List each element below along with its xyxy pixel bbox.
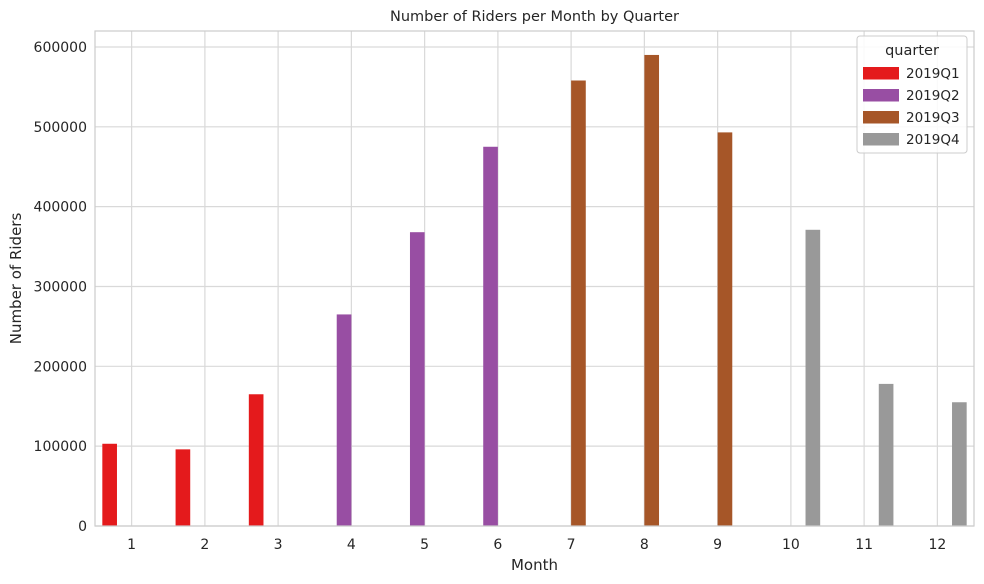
legend-swatch — [863, 111, 899, 124]
bars — [102, 54, 967, 527]
x-tick-label: 3 — [274, 537, 283, 553]
bar-2019Q4-month-12 — [952, 402, 967, 526]
y-tick-label: 600000 — [34, 40, 87, 56]
y-axis-ticks: 0 100000 200000 300000 400000 500000 600000 — [34, 40, 87, 535]
chart-title: Number of Riders per Month by Quarter — [390, 9, 679, 25]
x-tick-label: 7 — [567, 537, 576, 553]
legend-swatch — [863, 89, 899, 102]
y-tick-label: 500000 — [34, 120, 87, 136]
plot-frame — [94, 30, 975, 527]
legend-title: quarter — [885, 43, 939, 59]
x-tick-label: 5 — [420, 537, 429, 553]
x-tick-label: 8 — [640, 537, 649, 553]
legend-swatch — [863, 133, 899, 146]
bar-2019Q3-month-8 — [644, 54, 660, 527]
y-axis-label: Number of Riders — [7, 213, 25, 345]
legend: quarter 2019Q1 2019Q2 2019Q3 2019Q4 — [856, 35, 968, 154]
bar-2019Q2-month-5 — [409, 232, 425, 526]
plot-background — [95, 31, 974, 526]
x-tick-label: 10 — [782, 537, 800, 553]
bar-2019Q4-month-11 — [878, 383, 894, 526]
x-axis-ticks: 1 2 3 4 5 6 7 8 9 10 11 12 — [127, 537, 946, 553]
bar-2019Q4-month-10 — [805, 229, 821, 526]
x-tick-label: 12 — [928, 537, 946, 553]
x-tick-label: 2 — [200, 537, 209, 553]
legend-frame — [856, 35, 968, 154]
y-tick-label: 0 — [78, 519, 87, 535]
legend-label: 2019Q1 — [906, 66, 960, 82]
bar-2019Q3-month-9 — [717, 132, 733, 527]
x-axis-label: Month — [511, 556, 558, 574]
bar-2019Q1-month-1 — [102, 443, 117, 526]
legend-label: 2019Q3 — [906, 110, 960, 126]
x-tick-label: 11 — [855, 537, 873, 553]
x-tick-label: 9 — [713, 537, 722, 553]
y-tick-label: 300000 — [34, 279, 87, 295]
legend-label: 2019Q4 — [906, 132, 960, 148]
legend-swatch — [863, 67, 899, 80]
bar-2019Q2-month-6 — [483, 146, 498, 527]
x-tick-label: 4 — [347, 537, 356, 553]
bar-2019Q3-month-7 — [571, 80, 586, 526]
legend-label: 2019Q2 — [906, 88, 960, 104]
y-tick-label: 200000 — [34, 359, 87, 375]
bar-2019Q1-month-2 — [175, 449, 191, 526]
x-tick-label: 1 — [127, 537, 136, 553]
y-tick-label: 400000 — [34, 200, 87, 216]
bar-2019Q2-month-4 — [336, 314, 352, 526]
x-tick-label: 6 — [493, 537, 502, 553]
y-tick-label: 100000 — [34, 439, 87, 455]
bar-2019Q1-month-3 — [248, 394, 264, 526]
